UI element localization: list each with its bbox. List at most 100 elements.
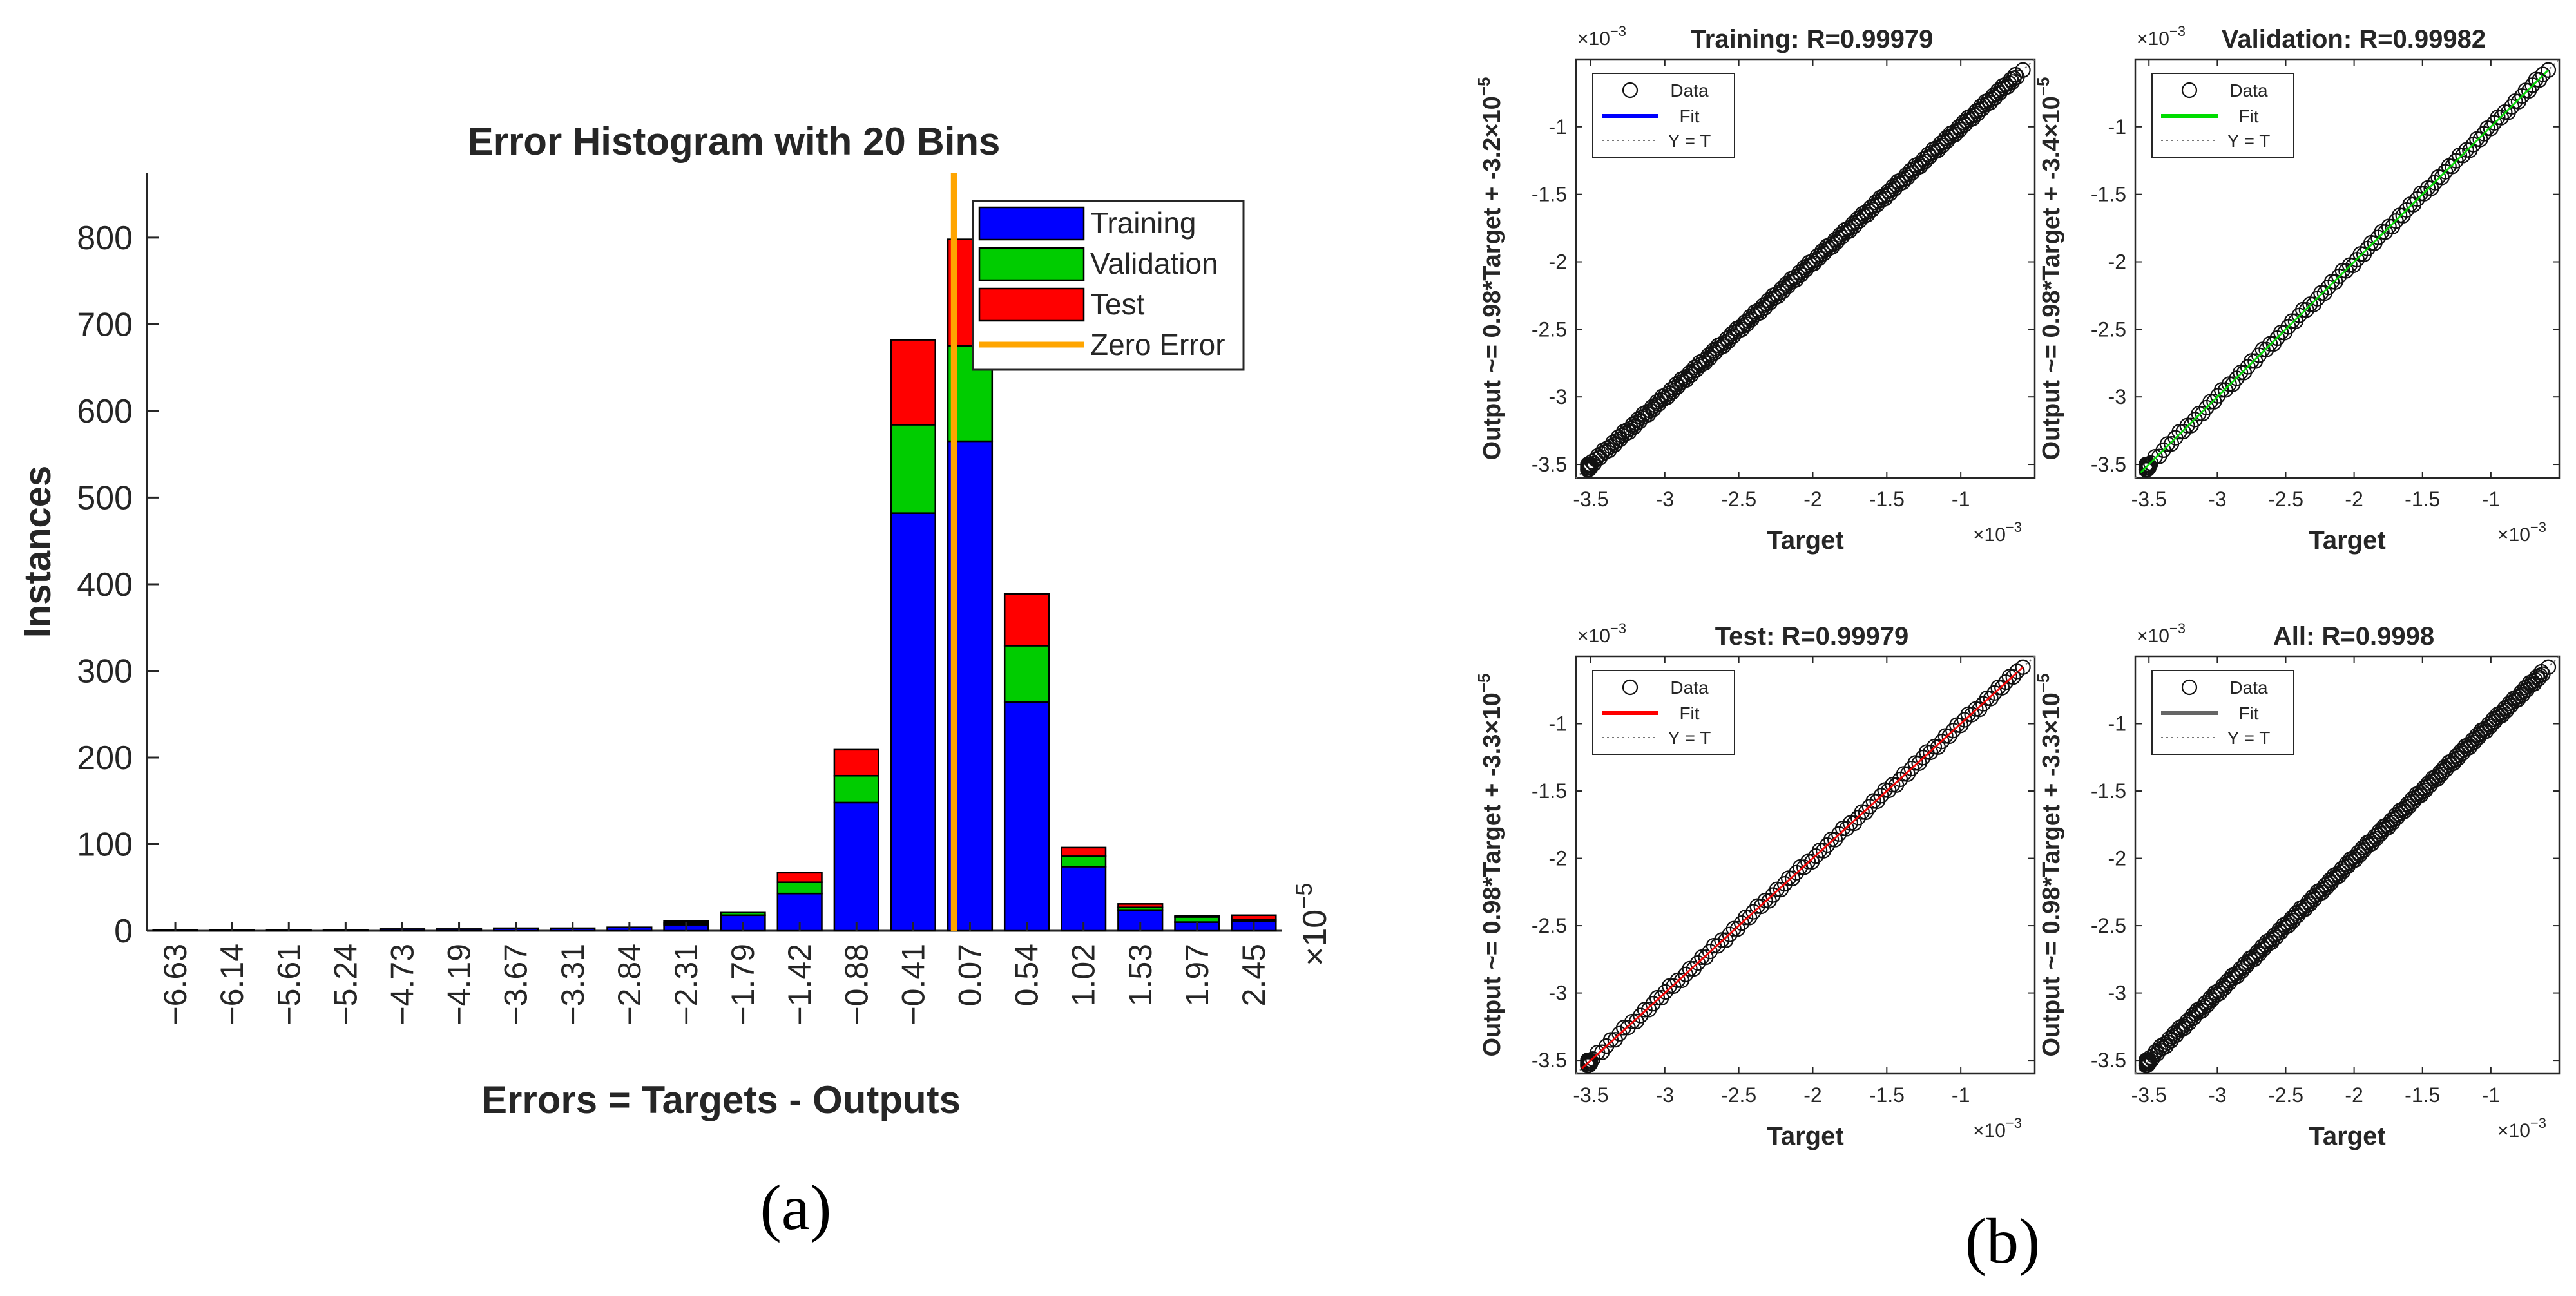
legend-fit-label: Fit [2238,703,2258,723]
data-point [2140,1052,2157,1069]
regression-plot-2: -3.5-3.5 -3 -3 -2.5 -2.5 -2 -2 -1.5 -1.5 -1 -1 Data… [2033,23,2561,555]
fit-line [2140,69,2550,473]
plot-title: Training: R=0.99979 [1691,25,1934,53]
y-tick-label: -3 [2108,385,2126,408]
y-exponent-power: −3 [2169,23,2186,39]
y-axis-label: Output ~= 0.98*Target + -3.4×10−5 [2033,77,2065,461]
legend-swatch-validation [978,247,1085,281]
bar-test [1117,903,1164,908]
legend-label: Validation [1090,247,1218,280]
y-tick-label: -2 [2108,847,2126,870]
x-tick-label: -1.5 [2405,488,2440,511]
x-tick-label: -2 [2345,488,2363,511]
x-tick-label: −2.84 [611,944,648,1025]
legend-fit-label: Fit [1679,106,1699,126]
x-tick-label: 0.07 [952,944,988,1006]
y-tick-label: -2.5 [1532,914,1567,937]
y-axis-label: Output ~= 0.98*Target + -3.3×10−5 [2033,674,2065,1057]
data-point [1580,458,1596,474]
data-point [1757,892,1773,909]
legend-data-marker [2181,82,2198,99]
legend-data-marker [1622,679,1639,696]
bar-test [1061,846,1107,857]
x-tick-label: -1 [2482,488,2500,511]
y-tick-label: 600 [77,393,133,430]
x-tick-label: -1 [1952,1083,1970,1107]
y-tick-label: 300 [77,653,133,690]
x-exponent-label: ×10−5 [1291,883,1334,966]
y-tick-label: 200 [77,739,133,777]
data-points [2138,663,2551,1074]
y-exponent-power: −3 [2169,620,2186,636]
x-exponent-label: ×10−3 [2497,1115,2546,1141]
x-tick-label: -1.5 [1869,488,1905,511]
x-tick-label: 0.54 [1009,944,1045,1006]
error-histogram-panel: 0 100 200 300 400 500 600 700 800 −6.63 −6.14 −5.61… [17,120,1334,1121]
x-tick-label: −5.24 [327,944,363,1025]
data-point [2015,659,2031,675]
x-tick-label: −5.61 [271,944,307,1025]
y-tick-label: -1 [1549,115,1567,138]
histogram-legend: Training Validation Test Zero Error [972,200,1245,371]
x-tick-label: 1.53 [1122,944,1158,1006]
legend-data-label: Data [2229,81,2268,100]
plot-title: All: R=0.9998 [2273,622,2434,651]
legend-identity-label: Y = T [2227,131,2271,151]
y-exponent-label: ×10−3 [2137,620,2186,647]
y-tick-label: -1.5 [2091,779,2126,803]
legend-fit-label: Fit [2238,106,2258,126]
y-tick-label: 700 [77,306,133,343]
y-tick-label: 400 [77,566,133,604]
bar-test [1003,593,1050,647]
data-point [1800,853,1816,870]
data-point [1582,1052,1599,1069]
x-tick-label: −3.67 [498,944,534,1025]
data-point [1624,1013,1640,1030]
regression-plot-4: -3.5-3.5 -3 -3 -2.5 -2.5 -2 -2 -1.5 -1.5 -1 -1 Data… [2033,620,2561,1150]
data-point [2138,1054,2155,1070]
y-axis-label: Output ~= 0.98*Target + -3.3×10−5 [1474,674,1506,1057]
legend-identity-label: Y = T [2227,728,2271,748]
y-tick-label: -3 [1549,982,1567,1005]
bar-test [1231,914,1277,920]
x-tick-label: -1 [2482,1083,2500,1107]
data-point [1842,815,1859,831]
data-point [1812,843,1828,859]
x-tick-label: −1.42 [782,944,818,1025]
regression-legend: Data Fit Y = T [1592,73,1735,158]
y-tick-label: -3.5 [2091,453,2126,476]
data-point [1780,870,1797,886]
x-axis-label: Target [2309,1122,2385,1150]
bar-training [833,801,879,932]
y-exponent-power: −3 [1610,620,1626,636]
data-point [2015,62,2031,78]
y-axis-label: Instances [17,466,59,638]
regression-legend: Data Fit Y = T [1592,670,1735,755]
x-tick-label: −4.19 [441,944,477,1025]
data-point [1714,932,1730,948]
x-tick-label: -2 [1803,488,1821,511]
legend-fit-label: Fit [1679,703,1699,723]
x-exponent-label: ×10−3 [1973,519,2022,546]
y-axis-label: Output ~= 0.98*Target + -3.2×10−5 [1474,77,1506,461]
x-exponent-power: −3 [2006,1115,2022,1131]
x-exponent-power: −3 [2006,519,2022,535]
data-point [1694,949,1710,966]
y-tick-label: -1 [1549,712,1567,736]
y-tick-label: -1.5 [2091,183,2126,206]
fit-line [1581,666,2024,1069]
data-point [2138,458,2155,474]
bar-test [776,872,823,883]
x-tick-label: −1.79 [725,944,761,1025]
x-exponent-label: ×10−3 [1973,1115,2022,1141]
legend-data-label: Data [1670,81,1709,100]
data-point [2535,66,2551,82]
data-point [2179,417,2195,434]
data-point [1738,910,1754,926]
y-tick-label: -2 [2108,251,2126,274]
y-axis-label-power: −5 [2033,77,2053,97]
legend-label: Zero Error [1090,328,1226,361]
x-tick-label: -3 [1656,488,1674,511]
data-point [1725,920,1742,937]
